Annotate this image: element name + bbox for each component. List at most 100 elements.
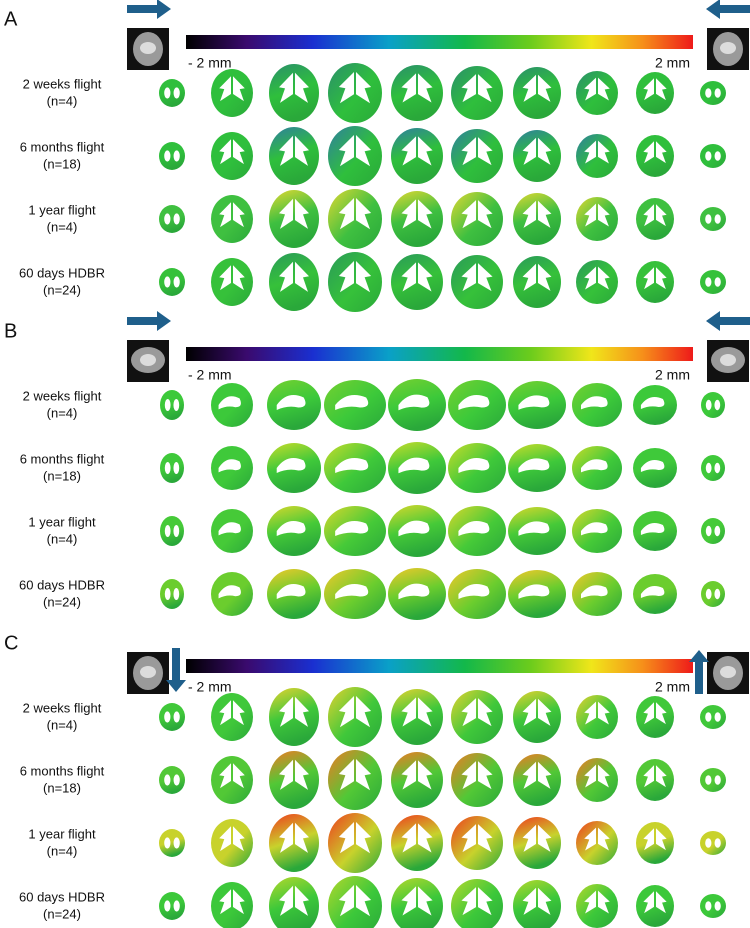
- row-label: 60 days HDBR: [19, 265, 105, 280]
- brain-slice: [700, 831, 726, 855]
- brain-slice: [328, 687, 382, 747]
- white-matter: [584, 203, 610, 227]
- brain-slice: [269, 688, 319, 746]
- scale-min-label: - 2 mm: [188, 679, 232, 695]
- white-matter: [276, 458, 306, 473]
- white-matter: [338, 822, 372, 854]
- thumbnail-detail: [140, 666, 156, 678]
- white-matter: [219, 889, 245, 915]
- brain-slice: [513, 880, 561, 928]
- brain-slice: [513, 193, 561, 245]
- white-matter: [335, 584, 369, 599]
- white-matter: [173, 462, 180, 474]
- white-matter: [461, 263, 493, 292]
- white-matter: [335, 395, 369, 410]
- brain-slice: [159, 79, 185, 107]
- white-matter: [164, 588, 171, 600]
- brain-slice: [159, 892, 185, 920]
- white-matter: [338, 759, 372, 791]
- brain-slice: [513, 691, 561, 743]
- white-matter: [401, 886, 433, 916]
- brain-slice: [391, 752, 443, 808]
- white-matter: [401, 73, 433, 103]
- brain-slice: [576, 71, 618, 115]
- thumbnail-detail: [140, 354, 156, 366]
- white-matter: [279, 822, 309, 853]
- brain-slice: [700, 270, 726, 294]
- row-sample-size: (n=18): [43, 468, 81, 483]
- white-matter: [705, 399, 712, 411]
- brain-slice: [211, 195, 253, 243]
- brain-slice: [700, 705, 726, 729]
- white-matter: [714, 838, 721, 848]
- white-matter: [584, 827, 610, 851]
- brain-slice: [451, 255, 503, 309]
- white-matter: [401, 199, 433, 229]
- white-matter: [640, 460, 665, 472]
- white-matter: [518, 458, 550, 473]
- white-matter: [338, 135, 372, 167]
- white-matter: [279, 696, 309, 727]
- row-sample-size: (n=4): [47, 717, 78, 732]
- white-matter: [705, 775, 712, 785]
- brain-slice: [159, 703, 185, 731]
- brain-slice: [160, 516, 184, 546]
- brain-slice: [701, 392, 725, 418]
- brain-slice: [269, 127, 319, 185]
- white-matter: [164, 462, 171, 474]
- brain-slice: [391, 878, 443, 928]
- row-sample-size: (n=4): [47, 93, 78, 108]
- scale-max-label: 2 mm: [655, 679, 690, 695]
- scale-max-label: 2 mm: [655, 367, 690, 383]
- brain-slice: [636, 696, 674, 738]
- brain-slice: [451, 879, 503, 928]
- brain-slice: [700, 81, 726, 105]
- brain-slice: [701, 581, 725, 607]
- white-matter: [705, 901, 712, 911]
- brain-slice: [636, 822, 674, 864]
- white-matter: [173, 399, 180, 411]
- white-matter: [218, 522, 241, 536]
- white-matter: [219, 826, 245, 852]
- row-label: 1 year flight: [28, 514, 96, 529]
- white-matter: [219, 265, 245, 291]
- brain-slice: [269, 877, 319, 928]
- brain-slice: [513, 67, 561, 119]
- brain-slice: [636, 72, 674, 114]
- row-label: 6 months flight: [20, 763, 105, 778]
- brain-slice: [328, 876, 382, 928]
- row-label: 1 year flight: [28, 826, 96, 841]
- brain-slice: [211, 69, 253, 117]
- white-matter: [714, 588, 721, 600]
- white-matter: [401, 697, 433, 727]
- brain-slice: [328, 189, 382, 249]
- white-matter: [643, 828, 667, 851]
- brain-slice: [328, 813, 382, 873]
- white-matter: [640, 586, 665, 598]
- brain-slice: [700, 894, 726, 918]
- row-sample-size: (n=18): [43, 780, 81, 795]
- white-matter: [584, 764, 610, 788]
- white-matter: [173, 588, 180, 600]
- white-matter: [705, 462, 712, 474]
- white-matter: [398, 394, 430, 411]
- colorbar: [186, 35, 693, 49]
- white-matter: [461, 824, 493, 853]
- brain-slice: [391, 128, 443, 184]
- white-matter: [714, 462, 721, 474]
- brain-slice: [328, 252, 382, 312]
- white-matter: [705, 838, 712, 848]
- white-matter: [584, 140, 610, 164]
- brain-slice: [269, 814, 319, 872]
- white-matter: [279, 135, 309, 166]
- white-matter: [164, 837, 171, 849]
- white-matter: [705, 214, 712, 224]
- brain-slice: [576, 197, 618, 241]
- white-matter: [714, 712, 721, 722]
- direction-arrow: [127, 311, 171, 331]
- panel-label: B: [4, 320, 17, 342]
- brain-slice: [211, 132, 253, 180]
- row-sample-size: (n=4): [47, 405, 78, 420]
- direction-arrow: [689, 650, 709, 694]
- white-matter: [584, 77, 610, 101]
